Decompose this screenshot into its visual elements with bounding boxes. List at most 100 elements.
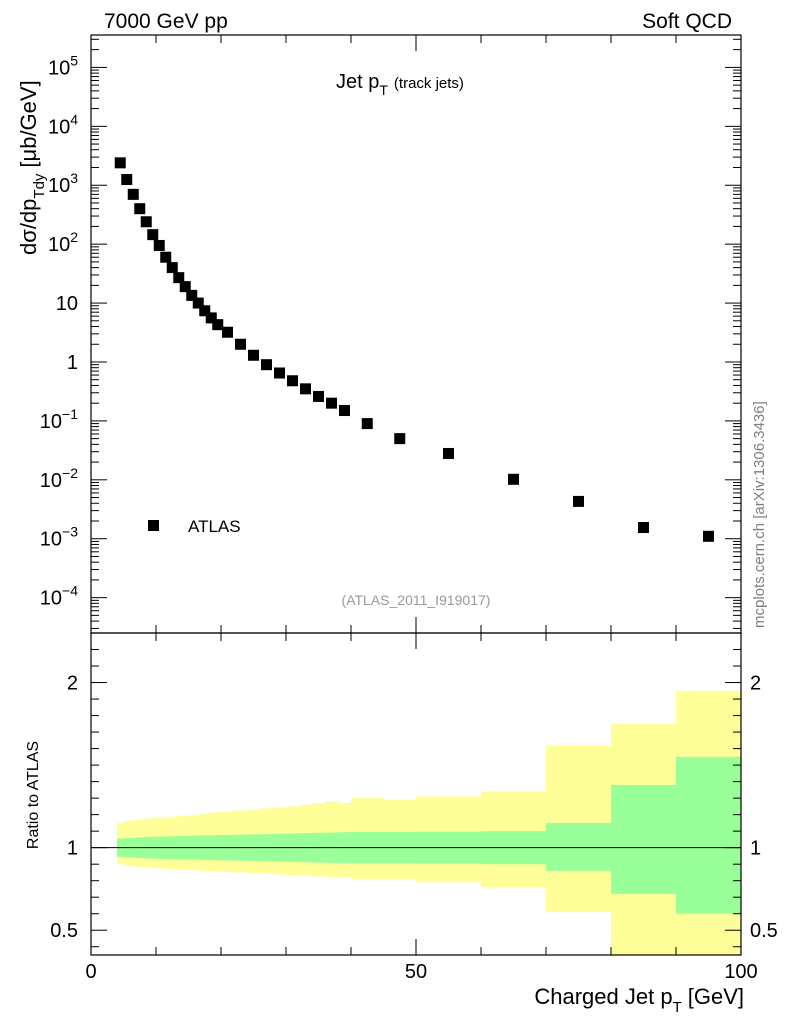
y-tick-label-base: 10: [56, 293, 78, 315]
y-tick-label: 10−1: [40, 406, 78, 433]
ratio-y-tick-label-left: 2: [67, 673, 78, 695]
y-axis-title-main: dσ/dp: [16, 199, 41, 255]
data-point: [160, 251, 172, 263]
y-tick-label: 10−3: [40, 524, 78, 551]
source-note: mcplots.cern.ch [arXiv:1306.3436]: [751, 401, 768, 628]
main-axis-ticks: [90, 35, 742, 633]
y-tick-label: 10: [56, 293, 78, 315]
plot-title-main: Jet p: [336, 71, 379, 93]
x-axis-title-subscript: T: [673, 999, 682, 1016]
y-tick-label-exponent: 3: [70, 170, 78, 186]
data-point: [573, 495, 584, 507]
y-tick-label-exponent: 4: [70, 111, 78, 127]
y-tick-label-base: 10: [48, 175, 70, 197]
data-point: [261, 359, 272, 371]
y-tick-label: 10−2: [40, 465, 78, 492]
y-tick-label-exponent: −4: [62, 583, 78, 599]
legend: ATLAS: [148, 517, 241, 536]
y-tick-label-exponent: −1: [62, 406, 78, 422]
data-point: [313, 390, 324, 402]
y-tick-label: 105: [48, 52, 78, 79]
ratio-band-stat: [611, 784, 677, 894]
data-point: [638, 522, 649, 534]
x-axis-title-unit: [GeV]: [688, 984, 744, 1009]
ratio-y-tick-label-right: 0.5: [750, 920, 778, 942]
ratio-plot-frame: [90, 632, 742, 956]
y-tick-label-base: 10: [40, 411, 62, 433]
data-point: [192, 297, 204, 309]
x-axis-title: Charged Jet pT [GeV]: [534, 984, 744, 1016]
legend-marker: [148, 520, 159, 531]
data-point: [443, 447, 454, 459]
data-point: [147, 229, 159, 241]
data-point: [179, 281, 191, 293]
data-point: [394, 433, 406, 445]
data-point: [153, 239, 165, 251]
x-axis-tick-labels: 0 50 100: [85, 961, 757, 983]
ratio-y-tick-label-right: 1: [750, 838, 761, 860]
legend-label: ATLAS: [188, 517, 241, 536]
y-tick-label-base: 10: [40, 470, 62, 492]
y-tick-label-base: 10: [48, 116, 70, 138]
data-point: [212, 319, 224, 331]
y-tick-label-exponent: 5: [70, 52, 78, 68]
y-tick-label: 1: [67, 352, 78, 374]
y-tick-label: 104: [48, 111, 78, 138]
data-point: [127, 188, 139, 200]
y-tick-label-base: 10: [40, 529, 62, 551]
ratio-y-tick-label-right: 2: [750, 673, 761, 695]
plot-title: Jet pT (track jets): [336, 71, 464, 98]
ratio-y-tick-labels: 0.5 0.5 1 1 2 2: [50, 673, 778, 943]
x-tick-label: 0: [85, 961, 96, 983]
data-point: [235, 338, 246, 350]
data-points: [114, 157, 714, 542]
data-point: [199, 305, 211, 317]
data-point: [186, 289, 198, 301]
x-tick-label: 100: [724, 961, 757, 983]
data-point: [173, 272, 185, 284]
main-plot-frame: [90, 34, 742, 634]
data-point: [166, 262, 178, 274]
ratio-band-stat: [546, 822, 612, 871]
header-right-label: Soft QCD: [642, 10, 732, 33]
data-point: [205, 312, 217, 324]
x-tick-label: 50: [405, 961, 427, 983]
data-point: [508, 473, 519, 485]
y-tick-label: 103: [48, 170, 78, 197]
y-axis-title: dσ/dpTdy [μb/GeV]: [16, 80, 48, 255]
plot-title-subscript: T: [379, 82, 388, 98]
data-point: [248, 349, 259, 361]
analysis-id: (ATLAS_2011_I919017): [342, 592, 491, 608]
data-point: [274, 367, 285, 379]
y-tick-label: 10−4: [40, 583, 78, 610]
ratio-y-axis-title: Ratio to ATLAS: [25, 741, 42, 849]
y-axis-title-unit: [μb/GeV]: [16, 80, 41, 167]
y-tick-label-base: 10: [48, 57, 70, 79]
y-tick-label-exponent: −2: [62, 465, 78, 481]
data-point: [703, 530, 714, 542]
y-tick-label-base: 10: [40, 588, 62, 610]
header-left-label: 7000 GeV pp: [104, 10, 228, 33]
y-axis-title-subscript: Tdy: [31, 173, 48, 199]
data-point: [134, 203, 146, 215]
data-point: [300, 383, 311, 395]
ratio-bands: [117, 690, 742, 955]
data-point: [222, 326, 233, 338]
data-point: [287, 375, 298, 387]
data-point: [114, 157, 126, 169]
ratio-y-tick-label-left: 1: [67, 838, 78, 860]
y-tick-label-exponent: −3: [62, 524, 78, 540]
y-tick-label: 102: [48, 229, 78, 256]
data-point: [121, 174, 133, 186]
y-tick-label-base: 1: [67, 352, 78, 374]
ratio-panel: 0.5 0.5 1 1 2 2 0 50 100 Ratio to ATLAS Charged…: [25, 632, 778, 1016]
plot-title-suffix: (track jets): [394, 75, 464, 92]
ratio-band-stat: [676, 756, 742, 914]
y-tick-label-exponent: 2: [70, 229, 78, 245]
data-point: [361, 418, 373, 430]
y-tick-label-base: 10: [48, 234, 70, 256]
x-axis-title-main: Charged Jet p: [534, 984, 672, 1009]
